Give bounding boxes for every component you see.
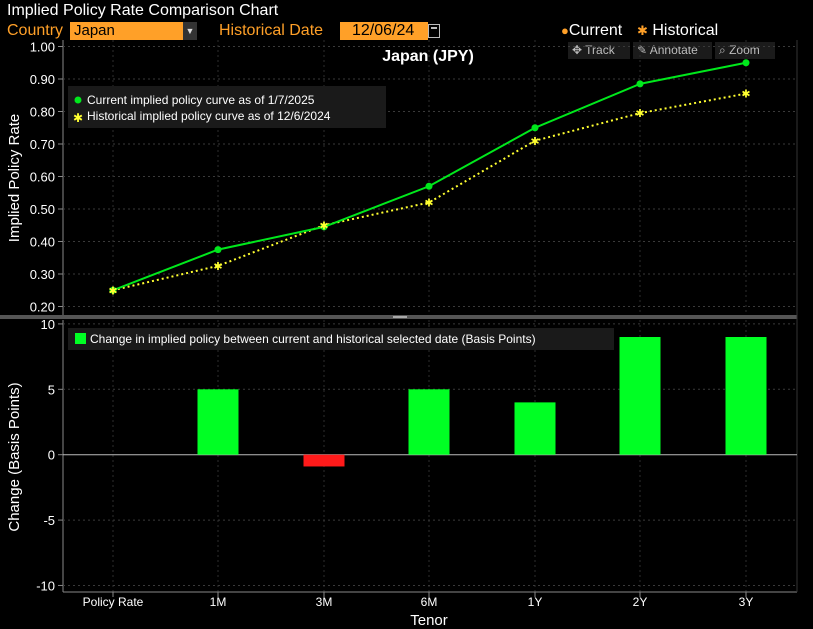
x-tick-label: 1M — [210, 595, 227, 609]
historical-series-point: ✱ — [213, 261, 222, 273]
current-series-point — [425, 182, 433, 190]
upper-y-tick-label: 0.40 — [30, 235, 55, 250]
legend-historical-star-icon: ✱ — [637, 23, 648, 38]
upper-legend: Current implied policy curve as of 1/7/2… — [68, 86, 386, 128]
title-bar: Implied Policy Rate Comparison Chart — [0, 0, 813, 22]
x-tick-label: 3M — [316, 595, 333, 609]
crosshair-icon: ✥ — [572, 43, 586, 57]
panel-divider-grip — [393, 316, 407, 318]
x-tick-label: 6M — [421, 595, 438, 609]
app-title: Implied Policy Rate Comparison Chart — [7, 2, 279, 19]
zoom-label: Zoom — [729, 43, 760, 57]
lower-y-tick-label: 0 — [48, 448, 55, 463]
upper-y-tick-label: 0.50 — [30, 202, 55, 217]
lower-y-tick-label: -5 — [43, 513, 55, 528]
lower-y-axis-label: Change (Basis Points) — [6, 382, 23, 531]
upper-y-tick-label: 0.20 — [30, 300, 55, 315]
historical-date-label: Historical Date — [219, 22, 324, 39]
lower-legend: Change in implied policy between current… — [68, 328, 614, 350]
annotate-button[interactable]: ✎ Annotate — [633, 42, 712, 59]
historical-series-point: ✱ — [741, 89, 750, 101]
change-bar — [514, 402, 556, 455]
upper-legend-box — [68, 86, 386, 128]
upper-y-tick-label: 0.30 — [30, 267, 55, 282]
legend-current[interactable]: ●Current — [561, 22, 622, 40]
lower-legend-box — [68, 328, 614, 350]
historical-series-point: ✱ — [319, 220, 328, 232]
current-series-point — [531, 124, 539, 132]
current-series-point — [742, 59, 750, 67]
controls-row: Country Japan ▼ Historical Date 12/06/24… — [0, 22, 813, 42]
historical-date-input[interactable]: 12/06/24 — [340, 22, 428, 40]
historical-series-point: ✱ — [635, 108, 644, 120]
x-tick-label: Policy Rate — [83, 595, 144, 609]
x-tick-label: 2Y — [633, 595, 648, 609]
lower-y-tick-label: -10 — [36, 578, 55, 593]
current-series-point — [636, 80, 644, 88]
calendar-icon[interactable] — [428, 24, 440, 38]
legend-historical-label: Historical — [652, 22, 719, 39]
upper-gridlines — [63, 40, 797, 592]
pencil-icon: ✎ — [637, 43, 650, 57]
legend-current-dot-icon: ● — [561, 23, 569, 38]
x-tick-label: 1Y — [528, 595, 543, 609]
lower-bars — [197, 337, 767, 467]
lower-y-ticks: 10 5 0 -5 -10 — [36, 317, 63, 593]
change-bar — [197, 389, 239, 455]
lower-panel: 10 5 0 -5 -10 Change (Basis Points) Change i… — [6, 40, 798, 629]
x-axis-label: Tenor — [410, 612, 448, 629]
country-label: Country — [7, 22, 64, 39]
historical-series-point: ✱ — [108, 285, 117, 297]
change-bar — [303, 454, 345, 467]
current-series-point — [214, 246, 222, 254]
current-series-point — [109, 286, 117, 294]
lower-legend-label: Change in implied policy between current… — [90, 332, 536, 346]
country-select-value: Japan — [74, 22, 115, 39]
legend-current-marker — [74, 96, 82, 104]
change-bar — [725, 337, 767, 455]
lower-legend-swatch — [75, 333, 86, 344]
upper-y-tick-label: 0.60 — [30, 170, 55, 185]
upper-y-ticks: 1.00 0.90 0.80 0.70 0.60 0.50 0.40 0.30 0.20 — [30, 40, 63, 315]
country-select[interactable]: Japan ▼ — [70, 22, 197, 40]
legend-current-label: Current — [568, 22, 623, 39]
upper-y-tick-label: 1.00 — [30, 40, 55, 55]
upper-y-tick-label: 0.80 — [30, 105, 55, 120]
upper-chart-title: Japan (JPY) — [382, 48, 474, 65]
change-bar — [408, 389, 450, 455]
annotate-label: Annotate — [649, 43, 698, 57]
chevron-down-icon[interactable]: ▼ — [183, 22, 197, 40]
track-label: Track — [585, 43, 615, 57]
lower-gridlines — [63, 323, 797, 586]
upper-series: ✱ ✱ ✱ ✱ ✱ ✱ ✱ — [108, 59, 751, 297]
lower-y-tick-label: 5 — [48, 382, 55, 397]
magnifier-icon: ⌕ — [719, 43, 730, 57]
historical-date-value: 12/06/24 — [352, 22, 415, 39]
legend-historical-series-label: Historical implied policy curve as of 12… — [87, 109, 331, 123]
upper-y-axis-label: Implied Policy Rate — [6, 114, 23, 242]
x-tick-labels: Policy Rate 1M 3M 6M 1Y 2Y 3Y — [83, 592, 754, 609]
legend-historical-marker: ✱ — [73, 111, 83, 125]
upper-y-tick-label: 0.70 — [30, 137, 55, 152]
historical-series-point: ✱ — [424, 198, 433, 210]
lower-y-tick-label: 10 — [41, 317, 55, 332]
upper-panel: 1.00 0.90 0.80 0.70 0.60 0.50 0.40 0.30 0.20 Jap… — [6, 40, 797, 592]
legend-historical[interactable]: ✱ Historical — [637, 22, 718, 40]
change-bar — [619, 337, 661, 455]
x-tick-label: 3Y — [739, 595, 754, 609]
legend-current-series-label: Current implied policy curve as of 1/7/2… — [87, 93, 315, 107]
historical-series-point: ✱ — [530, 136, 539, 148]
current-series-point — [320, 223, 328, 231]
upper-y-tick-label: 0.90 — [30, 72, 55, 87]
